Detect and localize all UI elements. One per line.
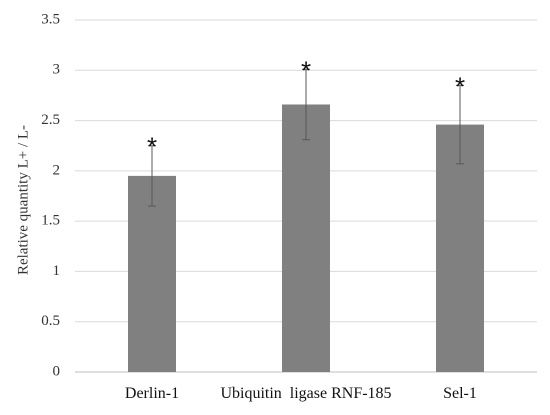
significance-marker: * (147, 132, 157, 162)
bar (128, 175, 176, 372)
y-axis-title: Relative quantity L+ / L- (15, 125, 31, 275)
y-tick-labels: 0 0.5 1 1.5 2 2.5 3 3.5 (41, 11, 60, 379)
y-tick-label: 3.5 (41, 11, 60, 27)
category-label: Derlin-1 (125, 385, 179, 402)
bar (436, 124, 484, 372)
significance-marker: * (301, 55, 311, 85)
y-tick-label: 0 (53, 363, 61, 379)
y-tick-label: 2.5 (41, 112, 60, 128)
y-tick-label: 1 (53, 263, 61, 279)
significance-marker: * (455, 71, 465, 101)
category-label: Sel-1 (443, 385, 477, 402)
error-bars (148, 68, 464, 207)
category-labels: Derlin-1 Ubiquitin ligase RNF-185 Sel-1 (125, 385, 477, 402)
y-tick-label: 0.5 (41, 313, 60, 329)
bars (128, 104, 484, 372)
bar (282, 104, 330, 372)
significance-markers: * * * (147, 55, 465, 161)
y-tick-label: 3 (53, 62, 61, 78)
y-tick-label: 2 (53, 162, 61, 178)
y-tick-label: 1.5 (41, 213, 60, 229)
category-label: Ubiquitin ligase RNF-185 (220, 385, 391, 402)
